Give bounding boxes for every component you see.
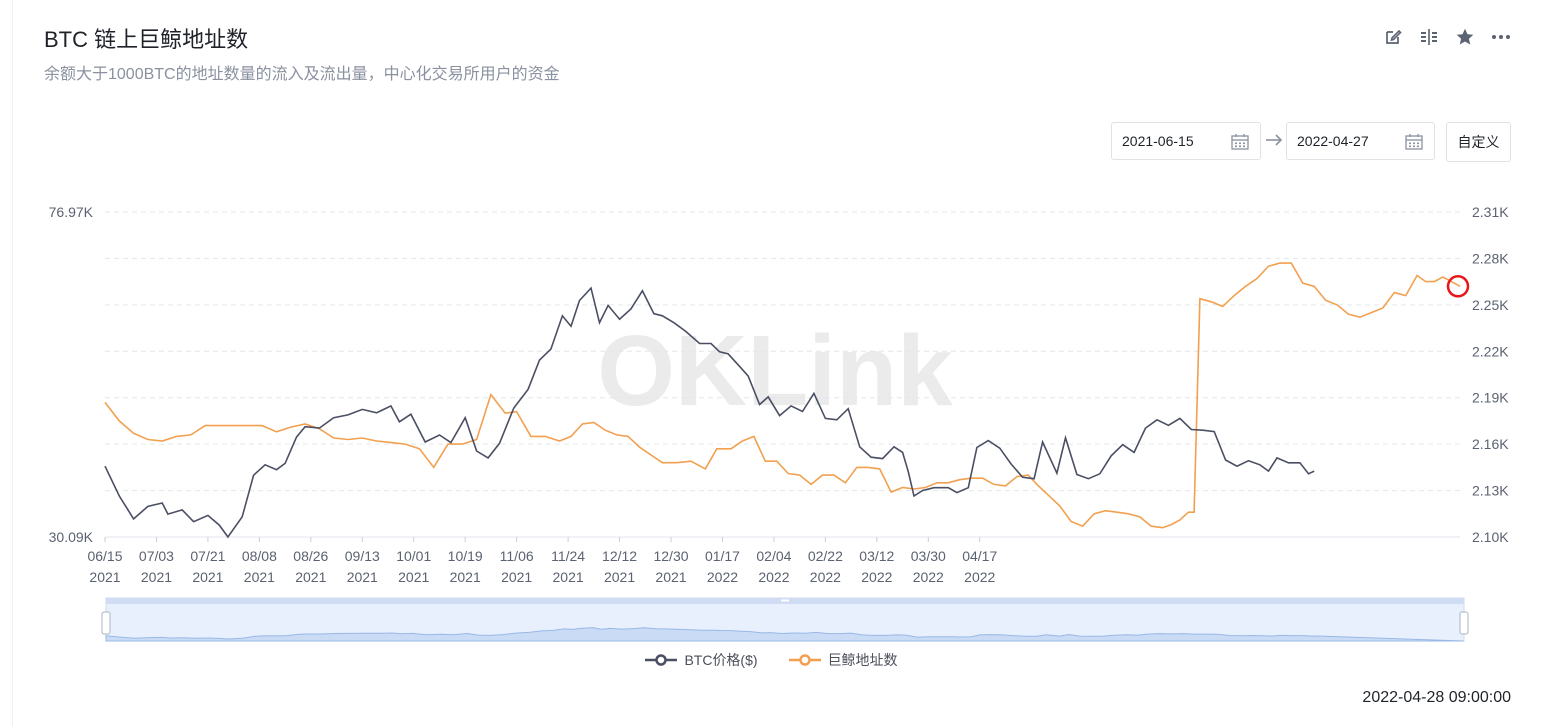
chart-title: BTC 链上巨鲸地址数 xyxy=(44,27,249,52)
chart-toolbar xyxy=(1382,26,1512,48)
left-axis-max-label: 76.97K xyxy=(49,204,94,220)
legend-item-price[interactable]: BTC价格($) xyxy=(644,650,758,670)
right-axis-tick-label: 2.31K xyxy=(1472,204,1509,220)
x-axis-tick-label: 10/01 2021 xyxy=(396,548,431,585)
x-axis-tick-label: 04/17 2022 xyxy=(962,548,997,585)
right-axis-tick-label: 2.10K xyxy=(1472,529,1509,545)
x-axis: 06/15 2021 07/03 2021 07/21 2021 08/08 2021 08/2… xyxy=(87,537,997,585)
x-axis-tick-label: 07/03 2021 xyxy=(139,548,174,585)
end-date-input[interactable]: 2022-04-27 xyxy=(1286,122,1435,160)
slider-preview-area xyxy=(105,627,1465,642)
grid-lines xyxy=(105,211,1460,538)
x-axis-tick-label: 10/19 2021 xyxy=(448,548,483,585)
right-axis-tick-label: 2.22K xyxy=(1472,343,1509,359)
custom-range-button[interactable]: 自定义 xyxy=(1446,122,1511,162)
start-date-value: 2021-06-15 xyxy=(1122,133,1194,149)
chart-legend: BTC价格($) 巨鲸地址数 xyxy=(0,650,1542,670)
data-timestamp: 2022-04-28 09:00:00 xyxy=(1362,689,1511,706)
legend-price-marker xyxy=(645,654,678,666)
x-axis-tick-label: 11/24 2021 xyxy=(551,548,585,585)
left-axis: 76.97K 30.09K xyxy=(49,204,94,545)
x-axis-tick-label: 08/08 2021 xyxy=(242,548,277,585)
whale-series-line[interactable] xyxy=(104,262,1461,529)
edit-button[interactable] xyxy=(1382,26,1404,48)
panel-border xyxy=(12,0,13,726)
end-date-value: 2022-04-27 xyxy=(1297,133,1369,149)
calendar-icon xyxy=(1405,134,1423,150)
x-axis-tick-label: 03/30 2022 xyxy=(911,548,946,585)
latest-point-highlight xyxy=(1446,275,1470,298)
legend-price-label: BTC价格($) xyxy=(684,652,758,668)
price-series-line[interactable] xyxy=(104,286,1315,539)
right-axis-tick-label: 2.19K xyxy=(1472,390,1509,406)
more-button[interactable] xyxy=(1490,26,1512,48)
slider-grip[interactable] xyxy=(781,599,789,602)
slider-right-handle[interactable] xyxy=(1459,611,1469,635)
right-axis-tick-label: 2.16K xyxy=(1472,436,1509,452)
x-axis-tick-label: 07/21 2021 xyxy=(190,548,225,585)
x-axis-tick-label: 06/15 2021 xyxy=(87,548,122,585)
x-axis-tick-label: 02/22 2022 xyxy=(808,548,843,585)
legend-whale-marker xyxy=(788,654,821,666)
edit-icon xyxy=(1386,29,1402,44)
compare-icon xyxy=(1421,29,1437,45)
compare-button[interactable] xyxy=(1418,26,1440,48)
right-axis-tick-label: 2.25K xyxy=(1472,297,1509,313)
x-axis-tick-label: 12/12 2021 xyxy=(602,548,637,585)
x-axis-tick-label: 01/17 2022 xyxy=(705,548,740,585)
more-icon xyxy=(1492,35,1510,39)
right-axis: 2.10K 2.13K 2.16K 2.19K 2.22K 2.25K 2.28K 2.31K xyxy=(1472,204,1509,545)
slider-left-handle[interactable] xyxy=(101,611,111,635)
legend-item-whale[interactable]: 巨鲸地址数 xyxy=(788,650,898,670)
x-axis-tick-label: 08/26 2021 xyxy=(293,548,328,585)
right-axis-tick-label: 2.28K xyxy=(1472,250,1509,266)
x-axis-tick-label: 11/06 2021 xyxy=(500,548,534,585)
left-axis-min-label: 30.09K xyxy=(49,529,94,545)
x-axis-tick-label: 09/13 2021 xyxy=(345,548,380,585)
data-zoom-slider[interactable] xyxy=(101,597,1469,642)
legend-whale-label: 巨鲸地址数 xyxy=(827,652,898,668)
calendar-icon xyxy=(1231,134,1249,150)
x-axis-tick-label: 03/12 2022 xyxy=(859,548,894,585)
star-icon xyxy=(1456,28,1474,45)
chart-canvas[interactable]: OKLink 76.97K 30.09K 2.10K 2.13K 2.16K 2.19… xyxy=(0,195,1542,650)
favorite-button[interactable] xyxy=(1454,26,1476,48)
x-axis-tick-label: 02/04 2022 xyxy=(756,548,791,585)
right-axis-tick-label: 2.13K xyxy=(1472,483,1509,499)
watermark: OKLink xyxy=(597,315,953,427)
x-axis-tick-label: 12/30 2021 xyxy=(653,548,688,585)
chart-subtitle: 余额大于1000BTC的地址数量的流入及流出量，中心化交易所用户的资金 xyxy=(44,66,560,83)
start-date-input[interactable]: 2021-06-15 xyxy=(1111,122,1261,160)
arrow-right-icon xyxy=(1266,134,1283,146)
